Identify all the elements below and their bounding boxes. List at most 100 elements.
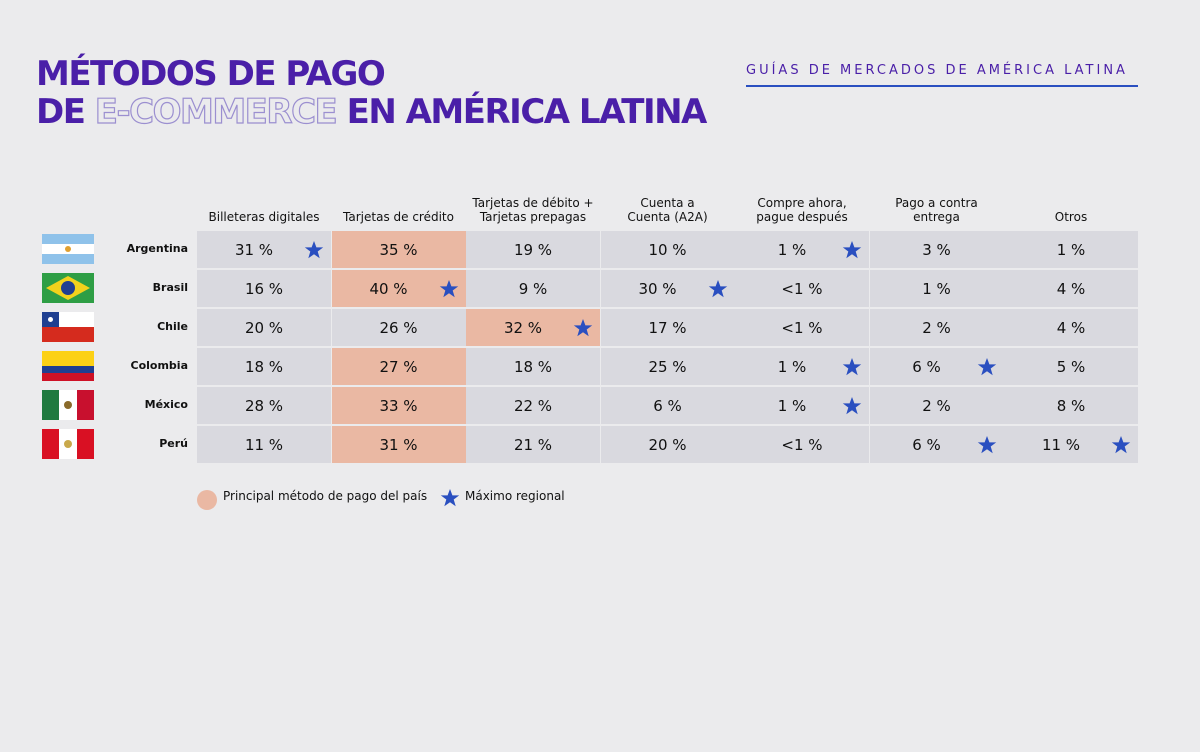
title-part: EN AMÉRICA LATINA (346, 92, 708, 132)
flag-mexico (42, 390, 94, 420)
column-header: Pago a contra entrega (895, 196, 978, 224)
star-icon (842, 241, 862, 259)
title-line: DE E-COMMERCE EN AMÉRICA LATINA (36, 91, 708, 132)
table-cell: <1 % (735, 426, 869, 463)
cell-value: 1 % (777, 397, 807, 415)
table-cell: 31 % (197, 231, 331, 268)
cell-value: 3 % (922, 241, 951, 259)
star-icon (439, 280, 458, 298)
country-label: México (144, 398, 188, 411)
cell-value: 6 % (653, 397, 682, 415)
cell-value: 17 % (648, 319, 687, 337)
table-cell: 6 % (869, 348, 1004, 385)
flags (42, 234, 94, 459)
cell-value: 21 % (513, 436, 553, 454)
legend-label: Máximo regional (465, 489, 565, 503)
cell-value: 9 % (518, 280, 548, 298)
star-icon (573, 319, 593, 337)
table-cell: 25 % (600, 348, 735, 385)
table-cell: 27 % (331, 348, 466, 385)
cell-value: 26 % (379, 319, 418, 337)
table-cell: 4 % (1004, 309, 1138, 346)
legend-label: Principal método de pago del país (223, 489, 428, 503)
table-cell: 9 % (466, 270, 600, 307)
table-cell: 6 % (600, 387, 735, 424)
cell-value: 33 % (379, 397, 418, 415)
legend-swatch (197, 490, 217, 510)
column-header: Billeteras digitales (208, 210, 320, 224)
table-cell: 11 % (1004, 426, 1138, 463)
flag-peru (42, 429, 94, 459)
table-cell: 4 % (1004, 270, 1138, 307)
title-line: MÉTODOS DE PAGO (36, 54, 386, 94)
table-cell: 2 % (869, 309, 1004, 346)
cell-value: 8 % (1056, 397, 1086, 415)
country-label: Brasil (152, 281, 188, 294)
star-icon (842, 358, 862, 376)
cell-value: 35 % (379, 241, 418, 259)
star-icon (977, 436, 996, 454)
table-cell: 6 % (869, 426, 1004, 463)
cell-value: <1 % (781, 319, 823, 337)
country-label: Chile (157, 320, 188, 333)
cell-value: 6 % (912, 436, 941, 454)
star-icon (708, 280, 727, 298)
column-header: Cuenta a Cuenta (A2A) (627, 196, 708, 224)
title-part: DE (36, 92, 86, 132)
cell-value: <1 % (781, 280, 823, 298)
cell-value: 4 % (1056, 280, 1086, 298)
table-cell: 22 % (466, 387, 600, 424)
cell-value: 22 % (513, 397, 553, 415)
cell-value: 11 % (244, 436, 284, 454)
star-icon (842, 397, 862, 415)
table-cell: 35 % (331, 231, 466, 268)
column-header: Compre ahora, pague después (756, 196, 848, 224)
cell-value: 11 % (1041, 436, 1081, 454)
flag-colombia (42, 351, 94, 381)
table-cell: 2 % (869, 387, 1004, 424)
flag-argentina (42, 234, 94, 264)
legend-star (440, 489, 460, 507)
table-cell: 30 % (600, 270, 735, 307)
table-cell: 1 % (735, 231, 869, 268)
flag-chile (42, 312, 94, 342)
table-cell: 16 % (197, 270, 331, 307)
flag-brasil (42, 273, 94, 303)
cell-value: 31 % (379, 436, 418, 454)
table-cell: 28 % (197, 387, 331, 424)
column-header: Tarjetas de crédito (343, 210, 454, 224)
table-cell: 26 % (331, 309, 466, 346)
table-cell: 18 % (466, 348, 600, 385)
table-cell: 8 % (1004, 387, 1138, 424)
table-cell: 40 % (331, 270, 466, 307)
cell-value: 10 % (648, 241, 687, 259)
cell-value: 4 % (1056, 319, 1086, 337)
table-cell: 10 % (600, 231, 735, 268)
cell-value: 18 % (244, 358, 284, 376)
country-label: Perú (159, 437, 188, 450)
title-part: E-COMMERCE (94, 91, 338, 132)
column-header: Tarjetas de débito + Tarjetas prepagas (472, 196, 594, 224)
table-cell: 17 % (600, 309, 735, 346)
country-label: Argentina (126, 242, 188, 255)
cell-value: 31 % (234, 241, 274, 259)
table-cell: <1 % (735, 309, 869, 346)
cell-value: <1 % (781, 436, 823, 454)
table-cell: 11 % (197, 426, 331, 463)
table-cell: 18 % (197, 348, 331, 385)
table-cell: 1 % (735, 387, 869, 424)
star-icon (1111, 436, 1131, 454)
table-cell: 1 % (869, 270, 1004, 307)
cell-value: 16 % (244, 280, 284, 298)
table-cell: 31 % (331, 426, 466, 463)
table-cell: 20 % (197, 309, 331, 346)
column-header: Otros (1054, 210, 1088, 224)
table-cell: 21 % (466, 426, 600, 463)
cell-value: 28 % (244, 397, 284, 415)
cell-value: 20 % (648, 436, 687, 454)
cell-value: 1 % (777, 241, 807, 259)
country-label: Colombia (130, 359, 189, 372)
cell-value: 1 % (922, 280, 951, 298)
table-cell: 33 % (331, 387, 466, 424)
